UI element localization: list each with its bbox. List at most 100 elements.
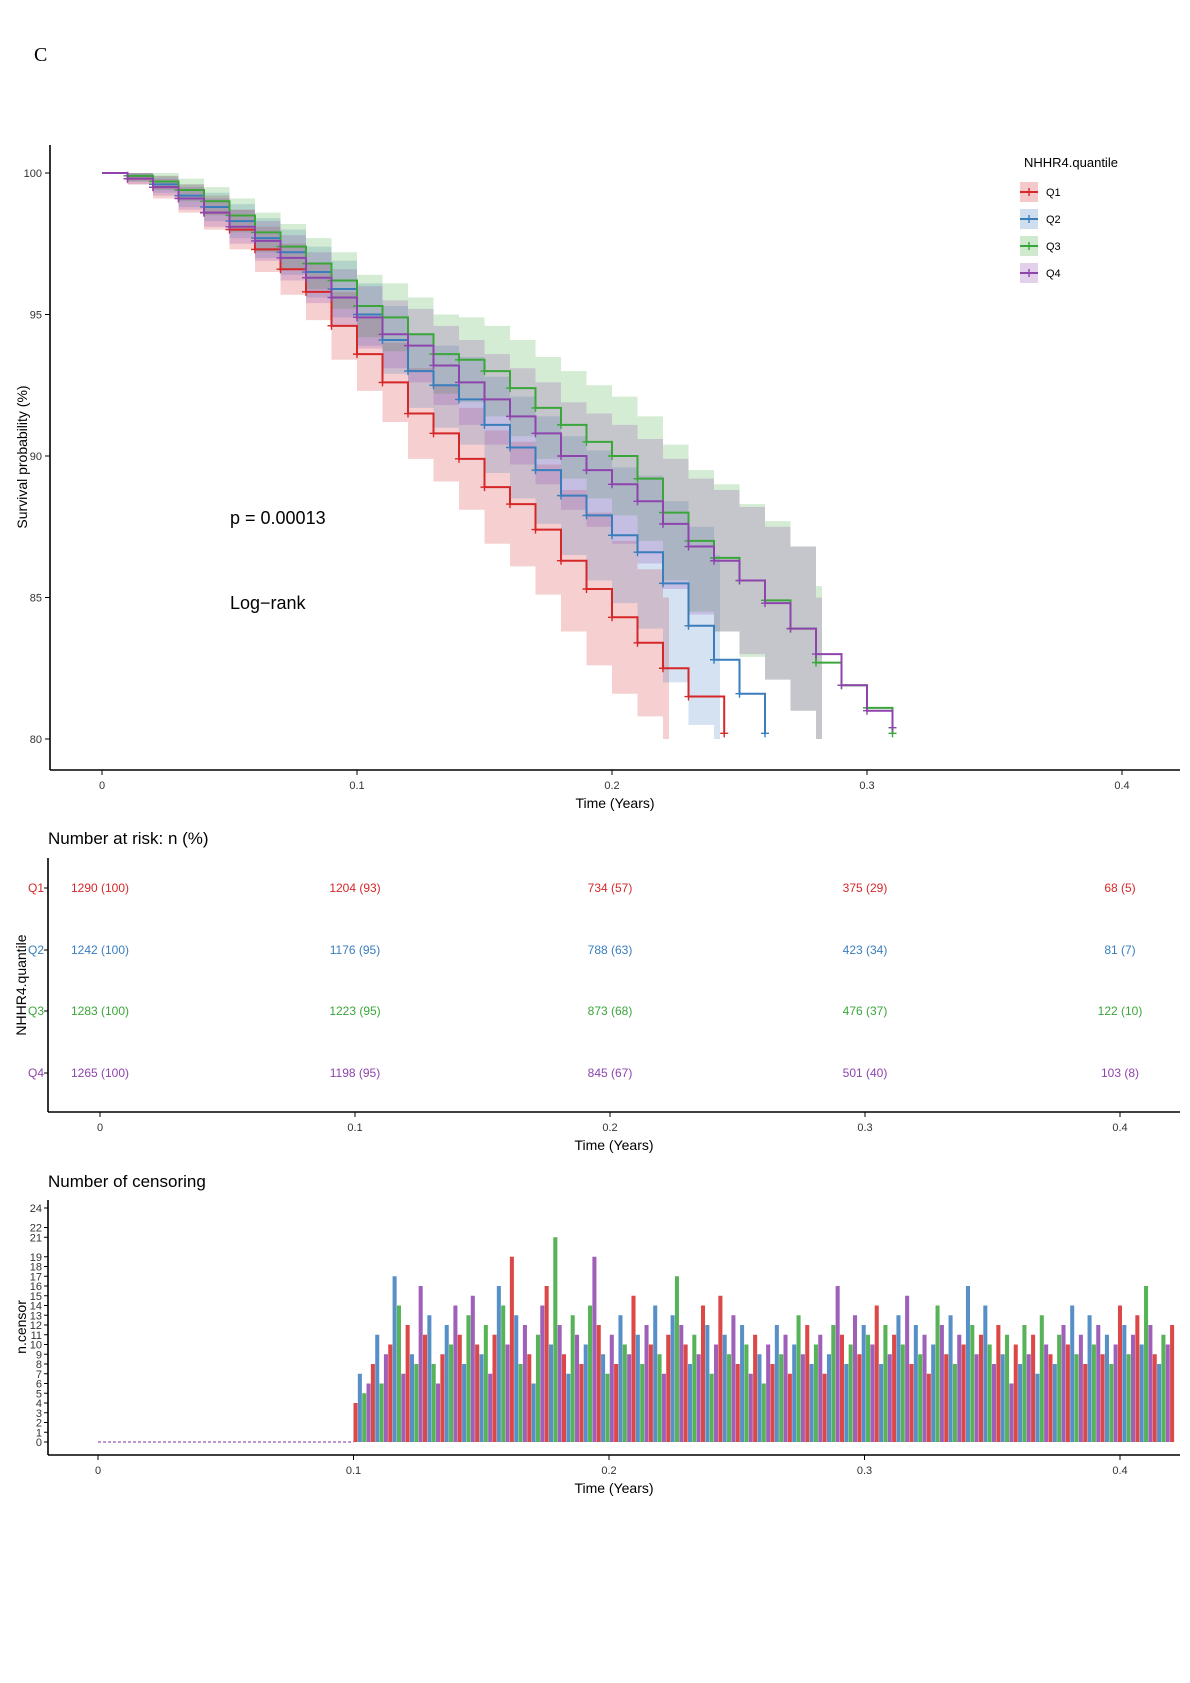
- censor-bar-q2: [1157, 1364, 1162, 1442]
- km-censor-mark-q4: [302, 273, 310, 282]
- censor-bar-q2: [774, 1325, 779, 1442]
- censor-bar-q1: [753, 1334, 758, 1442]
- km-censor-mark-q1: [327, 321, 336, 330]
- censor-bar-q2: [514, 1315, 519, 1442]
- censor-y-tick-label: 16: [30, 1281, 42, 1293]
- censor-bar-q2: [462, 1364, 467, 1442]
- censor-bar-q3: [570, 1315, 575, 1442]
- censor-bar-q2: [844, 1364, 849, 1442]
- km-censor-mark-q4: [608, 480, 616, 489]
- censor-bar-q2: [1000, 1354, 1005, 1442]
- censor-bar-q1: [561, 1354, 567, 1442]
- km-y-tick-label: 85: [30, 593, 42, 605]
- censor-bar-q4: [696, 1354, 701, 1442]
- censor-bar-q3: [883, 1325, 888, 1442]
- censor-bar-q4: [1061, 1325, 1066, 1442]
- censor-bar-q2: [375, 1334, 380, 1442]
- risk-cell-q2: 788 (63): [588, 943, 633, 957]
- censor-bar-q4: [366, 1383, 371, 1442]
- censor-bar-q4: [800, 1354, 805, 1442]
- km-censor-mark-q1: [531, 525, 540, 534]
- km-censor-mark-q1: [276, 265, 285, 274]
- censor-bar-q3: [1022, 1325, 1027, 1442]
- censor-bar-q1: [857, 1354, 862, 1442]
- risk-x-tick-label: 0.4: [1112, 1122, 1127, 1134]
- censor-bar-q2: [913, 1325, 918, 1442]
- km-x-tick-label: 0.3: [859, 780, 874, 792]
- km-panel: 80 85 90 95 100 0 0.1 0.2 0.3 0.4 Time (Years) S…: [14, 145, 1180, 811]
- km-band-q3: [102, 173, 822, 739]
- censor-bar-q1: [1031, 1334, 1036, 1442]
- legend-cross-q3: [1025, 242, 1033, 250]
- km-censor-mark-q2: [531, 466, 540, 475]
- km-censor-mark-q4: [327, 293, 336, 302]
- km-x-tick-label: 0: [99, 780, 105, 792]
- km-censor-mark-q1: [506, 500, 514, 509]
- km-censor-mark-q4: [404, 341, 412, 350]
- censor-bar-q4: [627, 1354, 632, 1442]
- censor-bar-q2: [757, 1354, 762, 1442]
- censor-y-tick-label: 6: [36, 1379, 42, 1391]
- censor-bar-q4: [540, 1305, 545, 1442]
- censor-bar-q1: [926, 1373, 931, 1442]
- km-x-axis-title: Time (Years): [575, 795, 654, 811]
- km-censor-mark-q2: [557, 491, 565, 500]
- pvalue-annotation: p = 0.00013: [230, 508, 326, 528]
- risk-cell-q2: 81 (7): [1104, 943, 1135, 957]
- censor-bar-q2: [496, 1286, 501, 1442]
- censor-bar-q4: [661, 1373, 666, 1442]
- censor-bar-q4: [853, 1315, 858, 1442]
- risk-cell-q1: 1204 (93): [329, 881, 380, 895]
- censor-bar-q2: [1070, 1305, 1075, 1442]
- risk-cell-q3: 476 (37): [843, 1004, 888, 1018]
- censor-bar-q4: [1130, 1334, 1136, 1442]
- km-censor-mark-q2: [608, 531, 616, 540]
- risk-cell-q1: 734 (57): [588, 881, 633, 895]
- censor-bar-q3: [466, 1315, 471, 1442]
- km-y-tick-label: 90: [30, 451, 42, 463]
- censor-bar-q2: [618, 1315, 623, 1442]
- km-censor-mark-q4: [531, 429, 540, 438]
- km-censor-mark-q4: [863, 706, 871, 715]
- censor-bar-q3: [813, 1344, 818, 1442]
- risk-cell-q4: 845 (67): [588, 1066, 633, 1080]
- censor-bar-q4: [835, 1286, 840, 1442]
- legend-label-q3: Q3: [1046, 241, 1061, 253]
- risk-cell-q2: 1176 (95): [330, 943, 380, 957]
- censor-bar-q4: [957, 1334, 962, 1442]
- censor-bar-q2: [1122, 1325, 1127, 1442]
- censor-bar-q3: [362, 1393, 367, 1442]
- legend-label-q4: Q4: [1046, 268, 1061, 280]
- censor-bar-q4: [1113, 1344, 1118, 1442]
- censor-bar-q1: [631, 1295, 636, 1442]
- censor-bar-q1: [353, 1403, 358, 1442]
- censor-y-tick-label: 18: [30, 1262, 42, 1274]
- censor-bar-q3: [640, 1364, 645, 1442]
- censor-bar-q2: [896, 1315, 901, 1442]
- censor-bar-q2: [670, 1315, 675, 1442]
- km-censor-mark-q1: [404, 409, 412, 418]
- censor-bar-q4: [922, 1334, 927, 1442]
- censor-y-tick-label: 3: [36, 1408, 42, 1420]
- km-censor-mark-q4: [429, 361, 438, 370]
- censor-bar-q1: [492, 1334, 497, 1442]
- km-censor-mark-q2: [659, 579, 667, 588]
- km-censor-mark-q1: [659, 664, 667, 673]
- km-censor-mark-q4: [480, 395, 489, 404]
- risk-row-label-q4: Q4: [28, 1066, 44, 1080]
- censor-bar-q3: [501, 1305, 506, 1442]
- censor-bar-q2: [879, 1364, 884, 1442]
- censor-bar-q1: [1117, 1305, 1122, 1442]
- censor-bar-q2: [931, 1344, 936, 1442]
- km-censor-mark-q1: [633, 638, 642, 647]
- censor-bar-q1: [718, 1295, 723, 1442]
- censor-y-tick-label: 5: [36, 1388, 42, 1400]
- km-censor-mark-q1: [353, 350, 361, 359]
- km-censor-mark-q4: [786, 624, 795, 633]
- km-censor-mark-q4: [455, 378, 463, 387]
- censor-bar-q2: [1035, 1373, 1040, 1442]
- km-censor-mark-q1: [302, 287, 310, 296]
- km-x-tick-label: 0.1: [349, 780, 364, 792]
- km-censor-mark-q1: [480, 483, 489, 492]
